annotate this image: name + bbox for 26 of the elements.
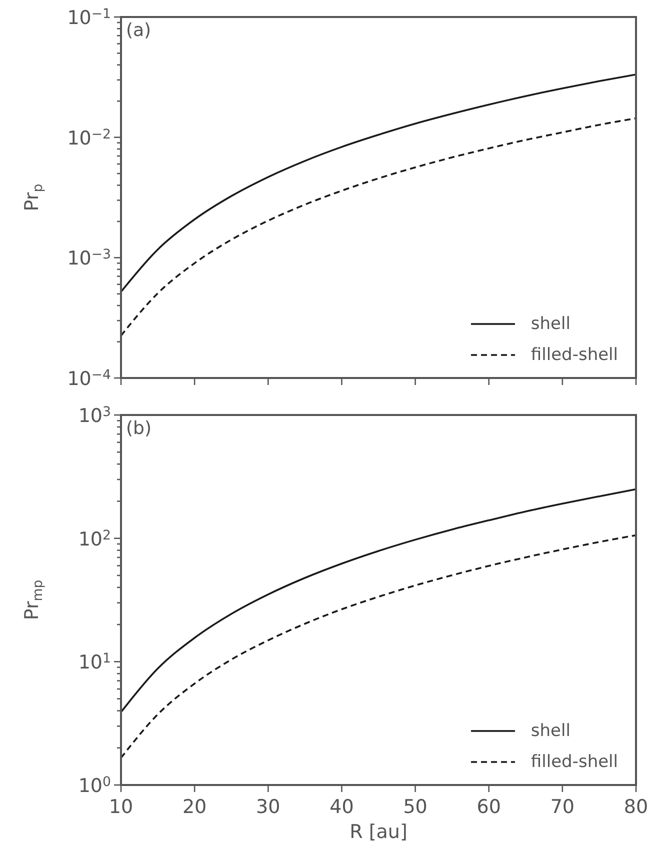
legend-label: shell (530, 720, 570, 740)
y-tick-label: 10$^{2}$ (78, 528, 111, 550)
legend-label: filled-shell (530, 344, 618, 364)
y-tick-label: 10$^{−1}$ (67, 7, 111, 29)
x-tick-label: 10 (108, 796, 134, 818)
x-tick-label: 70 (550, 796, 575, 818)
line-series (121, 117, 636, 337)
annotation: (b) (126, 418, 152, 439)
x-tick-label: 80 (624, 796, 648, 818)
x-axis-title: R [au] (350, 821, 408, 843)
x-tick-label: 30 (256, 796, 280, 818)
x-tick-label: 40 (330, 796, 354, 818)
legend-label: shell (530, 314, 570, 334)
line-series (121, 74, 636, 293)
y-tick-label: 10$^{0}$ (78, 775, 111, 797)
x-tick-label: 20 (182, 796, 207, 818)
legend-label: filled-shell (530, 752, 618, 772)
x-tick-label: 50 (403, 796, 428, 818)
y-tick-label: 10$^{−2}$ (67, 127, 111, 150)
annotation: (a) (126, 20, 152, 41)
x-tick-label: 60 (476, 796, 501, 818)
y-tick-label: 10$^{−3}$ (67, 248, 111, 270)
line-series (121, 488, 636, 713)
y-tick-label: 10$^{3}$ (78, 405, 111, 427)
y-tick-label: 10$^{1}$ (78, 652, 111, 674)
y-tick-label: 10$^{−4}$ (67, 368, 111, 390)
